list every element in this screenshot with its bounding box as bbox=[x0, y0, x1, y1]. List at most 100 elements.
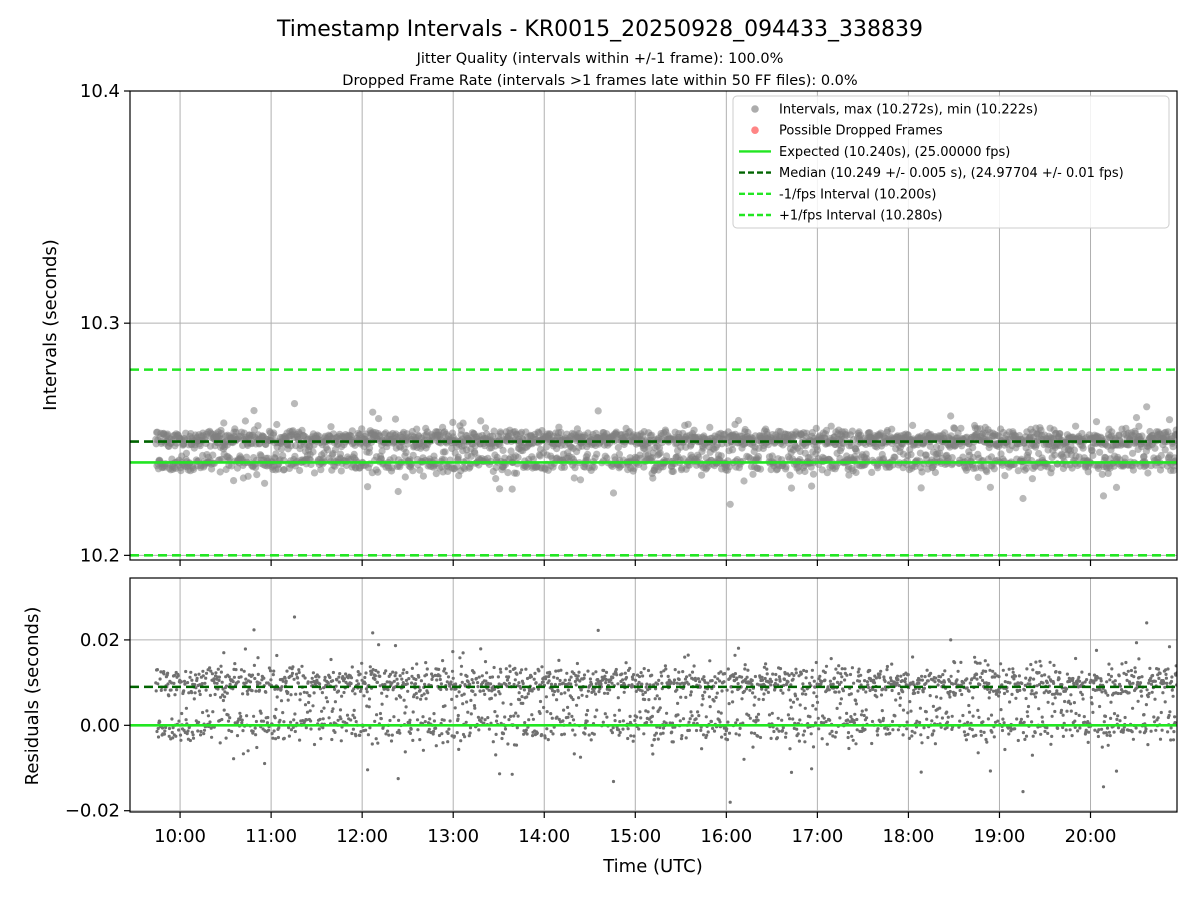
residual-point bbox=[242, 669, 246, 673]
residual-point bbox=[204, 688, 208, 692]
residual-point bbox=[918, 678, 922, 682]
residual-point bbox=[938, 706, 942, 710]
interval-point bbox=[244, 472, 252, 480]
residual-point bbox=[274, 707, 278, 712]
residual-point bbox=[611, 676, 615, 680]
residual-point bbox=[456, 717, 460, 721]
residual-point bbox=[575, 703, 579, 707]
residual-point bbox=[738, 726, 742, 731]
residual-point bbox=[831, 734, 835, 738]
residual-point bbox=[585, 694, 589, 699]
residual-point bbox=[480, 716, 484, 720]
residual-point bbox=[205, 709, 209, 713]
interval-point bbox=[394, 487, 402, 496]
residual-point bbox=[517, 691, 521, 695]
interval-point bbox=[1151, 444, 1159, 452]
residual-point bbox=[872, 678, 876, 682]
legend-label-5: +1/fps Interval (10.280s) bbox=[779, 209, 943, 224]
residual-point bbox=[750, 683, 754, 687]
residual-point bbox=[854, 698, 858, 703]
residual-point bbox=[853, 712, 857, 716]
residual-point bbox=[262, 676, 266, 680]
residual-point bbox=[459, 664, 464, 668]
residual-point bbox=[697, 714, 701, 718]
interval-point bbox=[508, 485, 516, 493]
residual-point bbox=[802, 729, 807, 733]
residual-point bbox=[808, 681, 812, 685]
residual-point bbox=[999, 708, 1003, 712]
residual-point bbox=[855, 728, 859, 732]
residual-point bbox=[903, 677, 908, 681]
residual-point bbox=[545, 727, 549, 731]
residual-point bbox=[630, 683, 634, 687]
residual-point bbox=[1052, 663, 1056, 668]
residual-point bbox=[971, 696, 975, 700]
residual-point bbox=[677, 677, 681, 682]
interval-point bbox=[391, 415, 400, 423]
interval-point bbox=[909, 421, 917, 429]
residual-point bbox=[824, 664, 829, 668]
residual-point bbox=[234, 668, 238, 672]
residual-point bbox=[183, 682, 187, 686]
residual-point bbox=[469, 698, 473, 703]
residual-point bbox=[772, 729, 776, 734]
residual-point bbox=[455, 694, 459, 698]
residual-point bbox=[498, 772, 502, 776]
residual-point bbox=[735, 718, 739, 722]
residual-point bbox=[366, 733, 370, 737]
residual-point bbox=[154, 689, 158, 693]
residual-point bbox=[916, 690, 920, 695]
interval-point bbox=[1112, 483, 1121, 491]
residual-point bbox=[419, 697, 423, 701]
interval-point bbox=[931, 468, 940, 477]
interval-point bbox=[432, 470, 440, 478]
residual-point bbox=[203, 681, 207, 685]
interval-point bbox=[252, 464, 260, 472]
interval-point bbox=[250, 407, 258, 415]
residual-point bbox=[791, 677, 795, 681]
residual-point bbox=[558, 682, 562, 686]
residual-point bbox=[335, 678, 339, 682]
residual-point bbox=[810, 767, 814, 771]
residual-point bbox=[850, 666, 855, 670]
residual-point bbox=[376, 741, 380, 745]
residual-point bbox=[513, 678, 517, 682]
interval-point bbox=[1048, 464, 1056, 473]
residual-point bbox=[839, 672, 843, 676]
residual-point bbox=[523, 721, 527, 725]
residual-point bbox=[364, 728, 368, 732]
interval-point bbox=[317, 466, 325, 474]
residual-point bbox=[1057, 677, 1061, 681]
residual-point bbox=[1033, 695, 1038, 699]
residual-point bbox=[246, 749, 250, 753]
residual-point bbox=[687, 728, 692, 733]
interval-point bbox=[926, 442, 934, 450]
interval-point bbox=[459, 419, 467, 427]
residual-point bbox=[509, 714, 513, 719]
residual-point bbox=[331, 670, 335, 675]
residual-point bbox=[789, 705, 793, 709]
residual-point bbox=[182, 689, 186, 693]
residual-point bbox=[253, 676, 257, 681]
residual-point bbox=[257, 688, 262, 692]
residual-point bbox=[1059, 708, 1064, 712]
residual-point bbox=[863, 679, 867, 683]
residual-point bbox=[878, 672, 882, 676]
residual-point bbox=[592, 689, 596, 693]
residual-point bbox=[657, 697, 662, 701]
residual-point bbox=[791, 717, 795, 721]
interval-point bbox=[808, 482, 816, 490]
residual-point bbox=[375, 680, 379, 685]
residual-point bbox=[812, 691, 816, 695]
residual-point bbox=[487, 727, 491, 731]
interval-point bbox=[253, 471, 261, 479]
residual-point bbox=[388, 672, 392, 677]
residual-point bbox=[1026, 714, 1030, 718]
residual-point bbox=[350, 731, 354, 736]
residual-point bbox=[254, 733, 258, 737]
interval-point bbox=[947, 412, 955, 420]
residual-point bbox=[540, 733, 544, 737]
interval-point bbox=[787, 484, 796, 492]
residual-point bbox=[911, 655, 915, 659]
